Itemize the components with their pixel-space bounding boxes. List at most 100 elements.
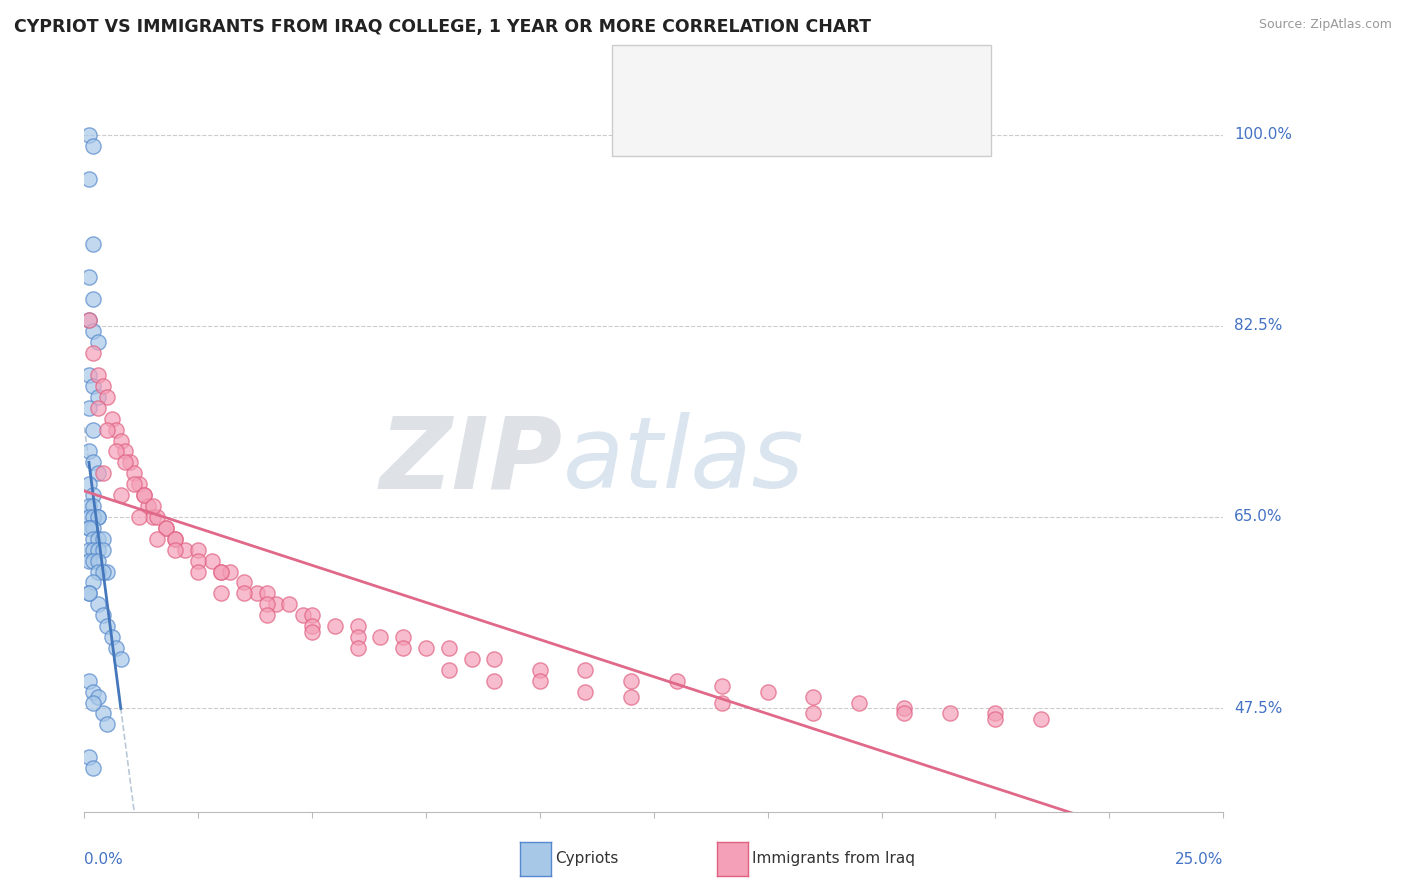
Point [201, 554, 224, 568]
Point [82, 532, 104, 546]
Point [165, 542, 187, 557]
Point [77, 554, 100, 568]
Point [392, 630, 415, 644]
Text: ZIP: ZIP [380, 412, 562, 509]
Point [77, 521, 100, 535]
Point [484, 652, 506, 666]
Point [82, 575, 104, 590]
Point [77, 128, 100, 142]
Point [87, 510, 110, 524]
Point [77, 750, 100, 764]
Point [278, 597, 301, 611]
Text: 47.5%: 47.5% [1234, 700, 1282, 715]
Point [114, 455, 136, 469]
Point [77, 444, 100, 458]
Point [82, 761, 104, 775]
Point [77, 269, 100, 284]
Point [132, 488, 155, 502]
Point [87, 510, 110, 524]
Point [146, 510, 169, 524]
Point [82, 510, 104, 524]
Point [77, 586, 100, 600]
Point [124, 477, 146, 491]
Point [77, 477, 100, 491]
Point [574, 663, 596, 677]
Point [711, 679, 734, 693]
Point [801, 690, 824, 704]
Point [87, 401, 110, 415]
Point [620, 690, 643, 704]
Point [87, 335, 110, 350]
Point [77, 521, 100, 535]
Point [256, 586, 278, 600]
Point [87, 368, 110, 382]
Point [173, 542, 195, 557]
Point [82, 521, 104, 535]
Text: R = -0.276   N = 85: R = -0.276 N = 85 [672, 112, 830, 126]
Point [77, 401, 100, 415]
Point [100, 411, 122, 425]
Point [128, 510, 150, 524]
Point [77, 499, 100, 513]
Point [82, 554, 104, 568]
Point [82, 499, 104, 513]
Point [346, 640, 368, 655]
Text: atlas: atlas [562, 412, 804, 509]
Point [96, 423, 118, 437]
Point [82, 488, 104, 502]
Point [246, 586, 269, 600]
Text: 0.0%: 0.0% [84, 852, 124, 867]
Point [142, 510, 165, 524]
Point [77, 368, 100, 382]
Point [87, 690, 110, 704]
Point [118, 455, 141, 469]
Point [87, 467, 110, 481]
Point [77, 313, 100, 327]
Point [984, 706, 1007, 721]
Point [187, 565, 209, 579]
Point [155, 521, 177, 535]
Point [232, 586, 254, 600]
Point [620, 673, 643, 688]
Point [209, 586, 232, 600]
Point [370, 630, 392, 644]
Point [114, 444, 136, 458]
Point [529, 673, 551, 688]
Point [128, 477, 150, 491]
Point [155, 521, 177, 535]
Point [110, 488, 132, 502]
Point [665, 673, 688, 688]
Point [415, 640, 437, 655]
Text: Immigrants from Iraq: Immigrants from Iraq [752, 851, 915, 865]
Point [1029, 712, 1052, 726]
Point [82, 423, 104, 437]
Point [77, 171, 100, 186]
Point [132, 488, 155, 502]
Point [82, 138, 104, 153]
Text: 25.0%: 25.0% [1175, 852, 1223, 867]
Point [124, 467, 146, 481]
Point [219, 565, 242, 579]
Point [91, 467, 114, 481]
Point [87, 554, 110, 568]
Point [87, 390, 110, 404]
Text: 65.0%: 65.0% [1234, 509, 1282, 524]
Text: R =  0.094   N = 58: R = 0.094 N = 58 [672, 67, 830, 81]
Point [87, 532, 110, 546]
Point [100, 630, 122, 644]
Point [110, 434, 132, 448]
Point [82, 292, 104, 306]
Point [437, 640, 460, 655]
Point [256, 597, 278, 611]
Point [77, 542, 100, 557]
Point [146, 532, 169, 546]
Point [209, 565, 232, 579]
Point [91, 565, 114, 579]
Point [96, 717, 118, 731]
Point [187, 542, 209, 557]
Point [346, 619, 368, 633]
Point [87, 597, 110, 611]
Point [460, 652, 482, 666]
Point [105, 423, 128, 437]
Point [105, 640, 128, 655]
